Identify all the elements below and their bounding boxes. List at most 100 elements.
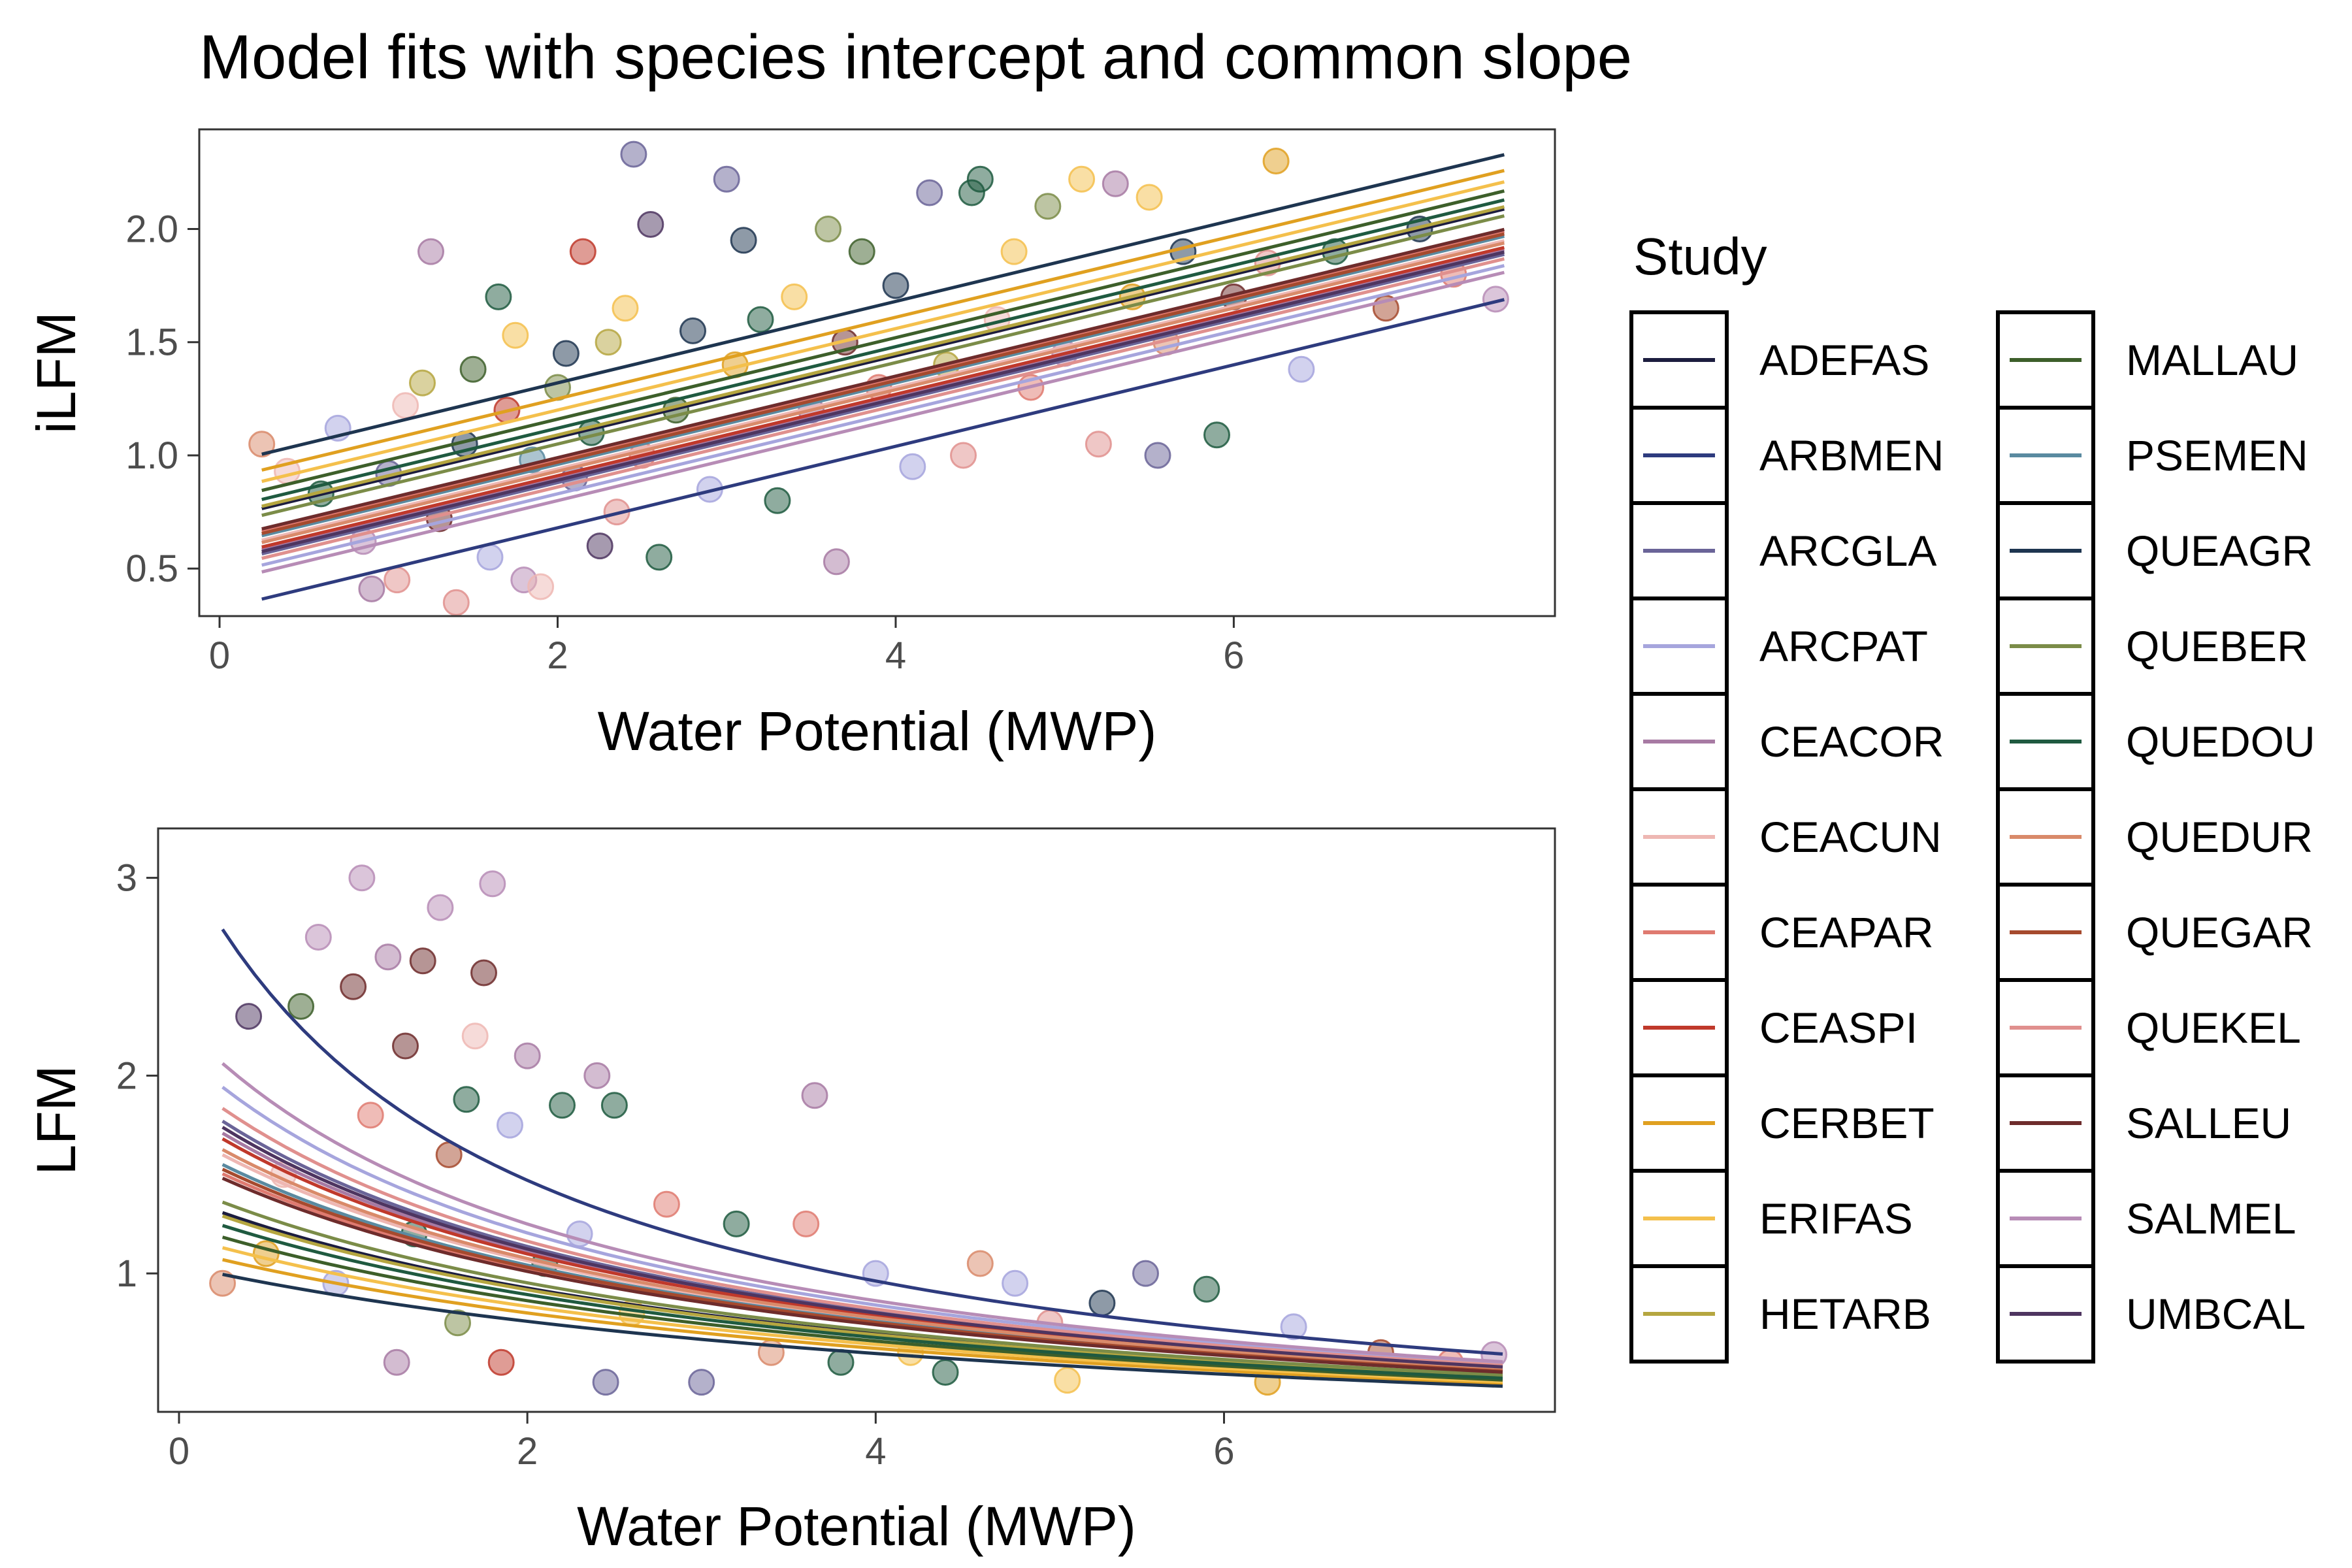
top-point [823, 548, 850, 576]
top-x-tick-label: 2 [547, 634, 568, 677]
top-point [916, 179, 943, 206]
legend-item-arbmen: ARBMEN [1629, 406, 1944, 505]
bottom-point [600, 1092, 628, 1119]
legend-entries: ADEFAS ARBMEN ARCGLA ARCPAT CEACOR CEACUN CEAP… [1629, 310, 2315, 1364]
top-point [476, 544, 504, 571]
bottom-point [1280, 1313, 1307, 1341]
top-point [966, 165, 994, 193]
top-y-axis-ticks: 0.5 1.0 1.5 2.0 [125, 208, 199, 590]
top-fit-line-ceacun [261, 239, 1505, 542]
top-point [899, 453, 926, 480]
top-fit-line-umbcal [261, 250, 1505, 553]
top-point [950, 442, 977, 469]
legend-item-mallau: MALLAU [1996, 310, 2298, 410]
top-fit-line-arbmen [261, 298, 1505, 601]
bottom-point [357, 1102, 384, 1129]
top-point [1135, 184, 1163, 211]
legend-label: QUEGAR [2126, 908, 2313, 956]
top-panel-background [199, 129, 1555, 616]
bottom-point [723, 1210, 750, 1237]
top-x-tick-label: 6 [1223, 634, 1244, 677]
legend-label: QUEDUR [2126, 813, 2313, 861]
legend-label: ARCPAT [1759, 622, 1928, 670]
bottom-fit-line-salleu [221, 1177, 1503, 1374]
top-fit-line-salleu [261, 227, 1505, 531]
bottom-point [592, 1369, 619, 1396]
top-point [569, 238, 596, 265]
top-fit-line-hetarb [261, 205, 1505, 508]
bottom-point [792, 1210, 820, 1237]
legend-title: Study [1633, 227, 1767, 286]
bottom-point [235, 1003, 263, 1030]
top-point [384, 566, 411, 594]
top-y-tick-label: 1.5 [125, 321, 178, 364]
bottom-fit-line-arbmen [221, 928, 1503, 1356]
top-point [1262, 148, 1290, 174]
top-point [637, 211, 664, 238]
legend-label: ERIFAS [1759, 1194, 1913, 1243]
top-point [747, 306, 774, 333]
bottom-point [1132, 1260, 1159, 1287]
bottom-point [444, 1309, 471, 1337]
legend-item-umbcal: UMBCAL [1996, 1264, 2306, 1364]
top-y-tick-label: 2.0 [125, 208, 178, 250]
top-x-tick-label: 4 [885, 634, 906, 677]
legend-label: CEAPAR [1759, 908, 1934, 956]
bottom-point [427, 894, 454, 921]
legend-label: ARBMEN [1759, 431, 1944, 480]
top-point [1068, 165, 1096, 193]
top-point [645, 544, 673, 571]
bottom-fit-line-quedur [221, 1148, 1503, 1371]
bottom-fit-line-quekel [221, 1107, 1503, 1367]
bottom-x-tick-label: 6 [1213, 1430, 1234, 1473]
bottom-y-axis-ticks: 1 2 3 [116, 857, 158, 1295]
bottom-point [461, 1022, 489, 1050]
bottom-point [549, 1092, 576, 1119]
legend-label: CEACUN [1759, 813, 1942, 861]
top-point [417, 238, 444, 265]
bottom-fit-line-quedou [221, 1224, 1503, 1380]
bottom-point [583, 1062, 611, 1089]
legend-label: QUEBER [2126, 622, 2308, 670]
bottom-point [453, 1086, 480, 1113]
bottom-fit-lines [221, 928, 1503, 1388]
top-point [358, 575, 385, 602]
top-point [781, 283, 808, 310]
legend-label: HETARB [1759, 1290, 1931, 1338]
legend-item-erifas: ERIFAS [1629, 1169, 1913, 1268]
legend-item-salmel: SALMEL [1996, 1169, 2296, 1268]
top-fit-line-ceaspi [261, 246, 1505, 549]
top-y-tick-label: 0.5 [125, 547, 178, 590]
top-point [815, 216, 841, 242]
legend-item-ceacor: CEACOR [1629, 692, 1944, 791]
top-fit-line-arcpat [261, 264, 1505, 567]
top-panel-border [198, 128, 1556, 617]
bottom-point [801, 1082, 828, 1109]
top-fit-line-psemen [261, 235, 1505, 538]
bottom-point [514, 1042, 541, 1070]
top-fit-line-quekel [261, 257, 1505, 561]
bottom-point [688, 1369, 715, 1396]
top-fit-line-adefas [261, 207, 1505, 510]
top-x-axis-ticks: 0 2 4 6 [209, 616, 1245, 677]
top-fit-line-ceacor [261, 248, 1505, 551]
top-fit-lines [261, 153, 1505, 601]
top-point [1203, 421, 1230, 449]
legend-item-quedur: QUEDUR [1996, 787, 2313, 887]
bottom-point [966, 1250, 994, 1277]
legend-label: CEACOR [1759, 717, 1944, 766]
legend-label: QUEAGR [2126, 527, 2313, 575]
top-fit-line-quegar [261, 232, 1505, 535]
top-point [595, 329, 622, 356]
bottom-fit-line-mallau [221, 1235, 1503, 1382]
bottom-point [287, 992, 315, 1020]
legend-label: UMBCAL [2126, 1290, 2306, 1338]
top-fit-line-cerbet [261, 169, 1505, 472]
top-fit-line-arcgla [261, 252, 1505, 556]
legend-item-adefas: ADEFAS [1629, 310, 1929, 410]
bottom-point [1088, 1290, 1116, 1316]
bottom-fit-line-umbcal [221, 1126, 1503, 1369]
top-point [586, 532, 613, 560]
top-point [392, 392, 419, 419]
top-point [713, 165, 740, 193]
